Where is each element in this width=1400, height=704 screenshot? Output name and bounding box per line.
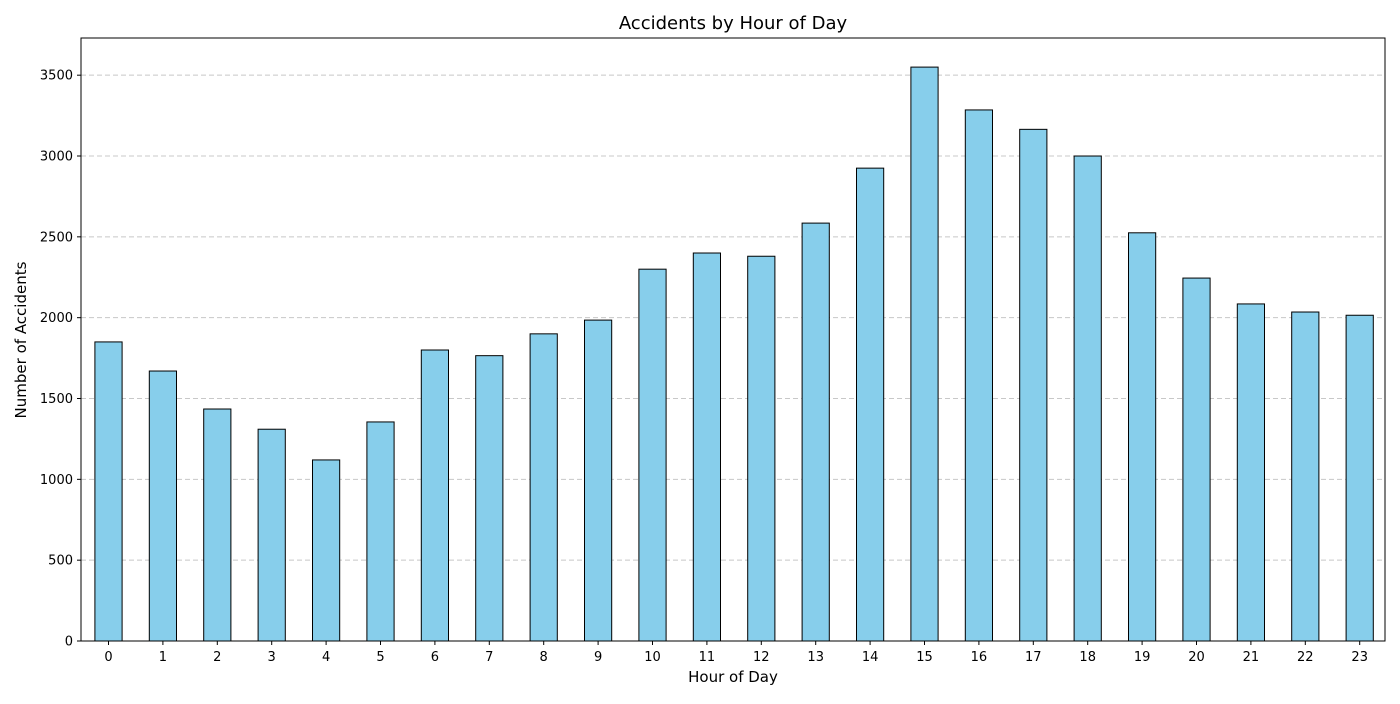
y-tick-label: 1500 (40, 392, 73, 407)
grid-lines (81, 74, 1385, 561)
x-tick-label: 4 (322, 650, 330, 665)
bar-hour-9 (584, 319, 613, 642)
bar-hour-16 (964, 109, 993, 642)
bar-hour-20 (1182, 277, 1211, 642)
y-tick-label: 0 (65, 635, 73, 650)
bar-hour-3 (257, 428, 286, 642)
bar-hour-22 (1291, 311, 1320, 642)
bar-hour-1 (148, 370, 178, 642)
bar-hour-4 (312, 459, 341, 642)
x-tick-label: 9 (594, 650, 602, 665)
bars (94, 66, 1374, 642)
x-tick-label: 18 (1079, 650, 1096, 665)
y-tick-label: 500 (48, 554, 73, 569)
x-axis-ticks: 0 1 2 3 4 5 6 7 8 9 10 11 12 13 14 15 16 17 18 19 20 21 22 23 (104, 641, 1368, 665)
x-tick-label: 14 (862, 650, 879, 665)
bar-hour-2 (203, 408, 232, 642)
x-tick-label: 16 (971, 650, 988, 665)
bar-hour-13 (801, 222, 830, 642)
y-tick-label: 2500 (40, 230, 73, 245)
bar-hour-7 (475, 355, 504, 642)
bar-hour-23 (1345, 314, 1374, 642)
y-tick-label: 1000 (40, 473, 73, 488)
x-tick-label: 17 (1025, 650, 1042, 665)
x-tick-label: 0 (104, 650, 112, 665)
y-tick-label: 3000 (40, 150, 73, 165)
y-tick-label: 3500 (40, 69, 73, 84)
y-tick-label: 2000 (40, 311, 73, 326)
x-tick-label: 10 (644, 650, 661, 665)
bar-hour-0 (94, 341, 123, 642)
bar-hour-5 (366, 421, 395, 642)
x-tick-label: 7 (485, 650, 493, 665)
bar-hour-10 (638, 268, 667, 642)
x-tick-label: 8 (540, 650, 548, 665)
y-axis-ticks: 0 500 1000 1500 2000 2500 3000 3500 (40, 69, 81, 650)
x-tick-label: 13 (807, 650, 824, 665)
y-axis-label: Number of Accidents (12, 261, 30, 418)
bar-hour-21 (1236, 303, 1266, 642)
x-tick-label: 5 (376, 650, 384, 665)
chart-title: Accidents by Hour of Day (619, 13, 848, 34)
x-tick-label: 15 (916, 650, 933, 665)
x-tick-label: 22 (1297, 650, 1314, 665)
x-tick-label: 20 (1188, 650, 1205, 665)
bar-hour-15 (910, 66, 939, 642)
bar-hour-12 (747, 255, 776, 642)
x-tick-label: 12 (753, 650, 770, 665)
x-axis-label: Hour of Day (688, 668, 778, 686)
x-tick-label: 1 (159, 650, 167, 665)
plot-frame (80, 37, 1386, 642)
x-tick-label: 21 (1243, 650, 1260, 665)
bar-hour-8 (529, 333, 558, 642)
bar-hour-6 (420, 349, 449, 642)
x-tick-label: 19 (1134, 650, 1151, 665)
bar-hour-17 (1019, 128, 1048, 642)
bar-hour-14 (856, 167, 885, 642)
bar-hour-19 (1128, 232, 1157, 642)
x-tick-label: 23 (1351, 650, 1368, 665)
x-tick-label: 6 (431, 650, 439, 665)
x-tick-label: 2 (213, 650, 221, 665)
x-tick-label: 3 (268, 650, 276, 665)
x-tick-label: 11 (699, 650, 716, 665)
bar-hour-11 (692, 252, 721, 642)
bar-hour-18 (1073, 155, 1102, 642)
